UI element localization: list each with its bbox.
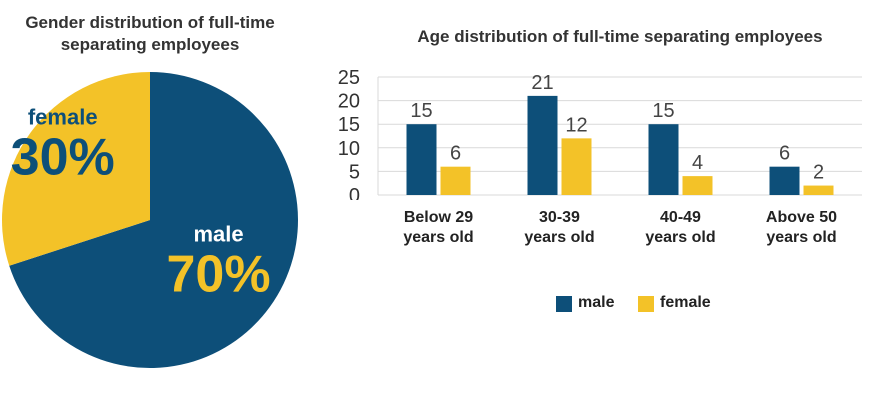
- bar-female-3: [803, 185, 834, 195]
- data-label-male-0: 15: [410, 100, 432, 122]
- pie-slice-female: [1, 72, 151, 266]
- x-tick-label-line: Above 50: [765, 209, 838, 226]
- data-label-male-2: 15: [652, 100, 674, 122]
- x-tick-label: Below 29 years old: [379, 208, 499, 248]
- data-label-female-2: 4: [692, 152, 703, 174]
- bar-chart-title: Age distribution of full-time separating…: [417, 27, 823, 46]
- x-tick-label-line: years old: [645, 229, 716, 246]
- y-tick-label: 5: [349, 161, 360, 183]
- x-tick-label: Above 50 years old: [742, 208, 862, 248]
- pie-percent-male: 70%: [167, 245, 271, 303]
- y-tick-label: 20: [338, 91, 360, 113]
- pie-chart-title: Gender distribution of full-time separat…: [25, 13, 275, 54]
- data-label-female-1: 12: [565, 114, 587, 136]
- bar-female-1: [561, 138, 592, 195]
- x-tick-label-line: years old: [403, 229, 474, 246]
- x-tick-label-line: 30-39: [539, 209, 580, 226]
- pie-slice-male: [9, 72, 299, 368]
- x-tick-label-line: Below 29: [403, 209, 474, 226]
- bar-male-0: [406, 124, 437, 195]
- data-label-female-0: 6: [450, 143, 461, 165]
- y-tick-label: 25: [338, 67, 360, 89]
- legend-label-female: female: [660, 294, 711, 311]
- legend-swatch-female: [638, 296, 654, 312]
- bar-male-2: [648, 124, 679, 195]
- x-tick-label: 40-49 years old: [621, 208, 741, 248]
- y-tick-label: 0: [349, 185, 360, 200]
- y-tick-label: 10: [338, 138, 360, 160]
- y-tick-label: 15: [338, 114, 360, 136]
- x-tick-label-line: years old: [766, 229, 837, 246]
- x-tick-label: 30-39 years old: [500, 208, 620, 248]
- data-label-male-3: 6: [779, 143, 790, 165]
- x-tick-label-line: years old: [524, 229, 595, 246]
- bar-female-2: [682, 176, 713, 195]
- bar-male-1: [527, 95, 558, 195]
- x-tick-label-line: 40-49: [660, 209, 701, 226]
- legend-label-male: male: [578, 294, 615, 311]
- data-label-female-3: 2: [813, 162, 824, 184]
- pie-label-female: female: [28, 104, 98, 129]
- bar-female-0: [440, 166, 471, 195]
- bar-male-3: [769, 166, 800, 195]
- pie-label-male: male: [193, 221, 243, 246]
- legend-swatch-male: [556, 296, 572, 312]
- data-label-male-1: 21: [531, 72, 553, 94]
- pie-percent-female: 30%: [11, 128, 115, 186]
